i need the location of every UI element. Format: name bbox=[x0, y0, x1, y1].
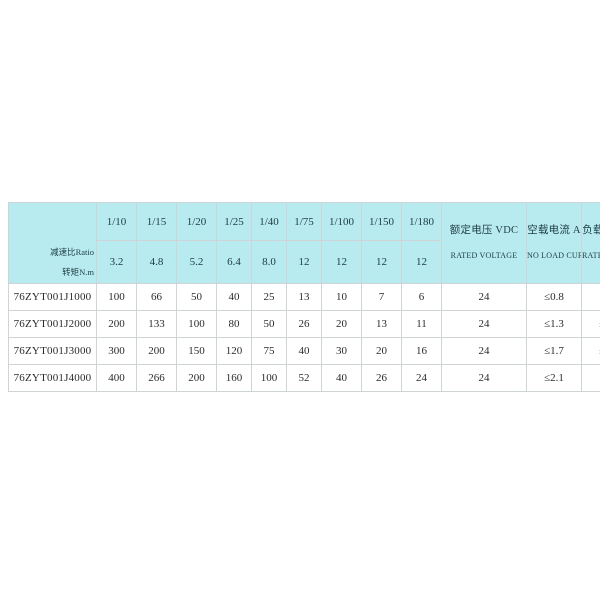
cell-no-load-current: ≤1.7 bbox=[526, 337, 582, 365]
cell-voltage: 24 bbox=[441, 283, 527, 311]
cell-speed: 40 bbox=[321, 364, 362, 392]
cell-speed: 20 bbox=[321, 310, 362, 338]
cell-rated-current: ≤3 bbox=[581, 283, 600, 311]
torque-header-cell: 8.0 bbox=[251, 240, 287, 284]
cell-speed: 150 bbox=[176, 337, 217, 365]
table-row: 76ZYT001J2000 200 133 100 80 50 26 20 13… bbox=[8, 310, 600, 338]
cell-rated-current: ≤5.5 bbox=[581, 310, 600, 338]
cell-no-load-current: ≤2.1 bbox=[526, 364, 582, 392]
cell-speed: 200 bbox=[96, 310, 137, 338]
cell-speed: 24 bbox=[401, 364, 442, 392]
table-row: 76ZYT001J4000 400 266 200 160 100 52 40 … bbox=[8, 364, 600, 392]
header-rated-voltage-cn: 额定电压 VDC bbox=[449, 225, 519, 237]
cell-speed: 40 bbox=[216, 283, 252, 311]
cell-voltage: 24 bbox=[441, 310, 527, 338]
cell-speed: 13 bbox=[361, 310, 402, 338]
header-row-torque: 3.2 4.8 5.2 6.4 8.0 12 12 12 12 bbox=[9, 240, 600, 284]
torque-header-cell: 12 bbox=[361, 240, 402, 284]
cell-speed: 50 bbox=[251, 310, 287, 338]
cell-speed: 20 bbox=[361, 337, 402, 365]
ratio-header-cell: 1/15 bbox=[136, 202, 177, 241]
header-rated-voltage-en: RATED VOLTAGE bbox=[450, 251, 518, 261]
cell-rated-current: ≤10 bbox=[581, 364, 600, 392]
cell-speed: 100 bbox=[96, 283, 137, 311]
cell-model: 76ZYT001J4000 bbox=[8, 364, 97, 392]
torque-header-cell: 6.4 bbox=[216, 240, 252, 284]
corner-label-torque: 转矩N.m bbox=[62, 267, 94, 277]
cell-speed: 300 bbox=[96, 337, 137, 365]
cell-speed: 16 bbox=[401, 337, 442, 365]
cell-speed: 7 bbox=[361, 283, 402, 311]
cell-model: 76ZYT001J3000 bbox=[8, 337, 97, 365]
header-rated-current: 负载电流 A RATED CURRENT bbox=[581, 202, 600, 284]
cell-speed: 10 bbox=[321, 283, 362, 311]
cell-speed: 11 bbox=[401, 310, 442, 338]
cell-speed: 66 bbox=[136, 283, 177, 311]
cell-speed: 160 bbox=[216, 364, 252, 392]
cell-speed: 13 bbox=[286, 283, 322, 311]
cell-speed: 26 bbox=[286, 310, 322, 338]
torque-header-cell: 3.2 bbox=[96, 240, 137, 284]
header-no-load-current-cn: 空载电流 A bbox=[527, 225, 581, 237]
header-row-ratio: 减速比Ratio 转矩N.m 转速r/min 型号Model 1/10 1/15… bbox=[8, 202, 600, 284]
header-no-load-current: 空载电流 A NO LOAD CURRENT bbox=[526, 202, 582, 284]
torque-header-cell: 12 bbox=[286, 240, 322, 284]
ratio-header-cell: 1/40 bbox=[251, 202, 287, 241]
cell-speed: 40 bbox=[286, 337, 322, 365]
ratio-header-cell: 1/10 bbox=[96, 202, 137, 241]
table-row: 76ZYT001J3000 300 200 150 120 75 40 30 2… bbox=[8, 337, 600, 365]
cell-speed: 100 bbox=[176, 310, 217, 338]
torque-header-cell: 12 bbox=[401, 240, 442, 284]
ratio-header-cell: 1/75 bbox=[286, 202, 322, 241]
cell-speed: 120 bbox=[216, 337, 252, 365]
cell-speed: 52 bbox=[286, 364, 322, 392]
cell-voltage: 24 bbox=[441, 337, 527, 365]
cell-speed: 266 bbox=[136, 364, 177, 392]
spec-table-container: 减速比Ratio 转矩N.m 转速r/min 型号Model 1/10 1/15… bbox=[8, 202, 600, 392]
torque-header-cell: 5.2 bbox=[176, 240, 217, 284]
cell-model: 76ZYT001J1000 bbox=[8, 283, 97, 311]
cell-speed: 200 bbox=[176, 364, 217, 392]
table-row: 76ZYT001J1000 100 66 50 40 25 13 10 7 6 … bbox=[8, 283, 600, 311]
cell-speed: 25 bbox=[251, 283, 287, 311]
ratio-header-cell: 1/150 bbox=[361, 202, 402, 241]
header-rated-current-cn: 负载电流 A bbox=[582, 225, 600, 237]
cell-speed: 133 bbox=[136, 310, 177, 338]
torque-header-cell: 4.8 bbox=[136, 240, 177, 284]
cell-speed: 100 bbox=[251, 364, 287, 392]
cell-rated-current: ≤7.5 bbox=[581, 337, 600, 365]
header-no-load-current-en: NO LOAD CURRENT bbox=[527, 251, 581, 261]
cell-speed: 26 bbox=[361, 364, 402, 392]
ratio-header-cell: 1/180 bbox=[401, 202, 442, 241]
cell-speed: 75 bbox=[251, 337, 287, 365]
cell-voltage: 24 bbox=[441, 364, 527, 392]
header-rated-voltage: 额定电压 VDC RATED VOLTAGE bbox=[441, 202, 527, 284]
corner-diagonal-header: 减速比Ratio 转矩N.m 转速r/min 型号Model bbox=[8, 202, 97, 284]
cell-model: 76ZYT001J2000 bbox=[8, 310, 97, 338]
ratio-header-cell: 1/25 bbox=[216, 202, 252, 241]
header-rated-current-en: RATED CURRENT bbox=[582, 251, 600, 261]
cell-speed: 80 bbox=[216, 310, 252, 338]
cell-no-load-current: ≤1.3 bbox=[526, 310, 582, 338]
motor-specification-table: 减速比Ratio 转矩N.m 转速r/min 型号Model 1/10 1/15… bbox=[8, 202, 600, 392]
cell-speed: 200 bbox=[136, 337, 177, 365]
corner-label-ratio: 减速比Ratio bbox=[50, 247, 94, 257]
cell-no-load-current: ≤0.8 bbox=[526, 283, 582, 311]
ratio-header-cell: 1/100 bbox=[321, 202, 362, 241]
cell-speed: 30 bbox=[321, 337, 362, 365]
ratio-header-cell: 1/20 bbox=[176, 202, 217, 241]
cell-speed: 50 bbox=[176, 283, 217, 311]
torque-header-cell: 12 bbox=[321, 240, 362, 284]
cell-speed: 400 bbox=[96, 364, 137, 392]
cell-speed: 6 bbox=[401, 283, 442, 311]
